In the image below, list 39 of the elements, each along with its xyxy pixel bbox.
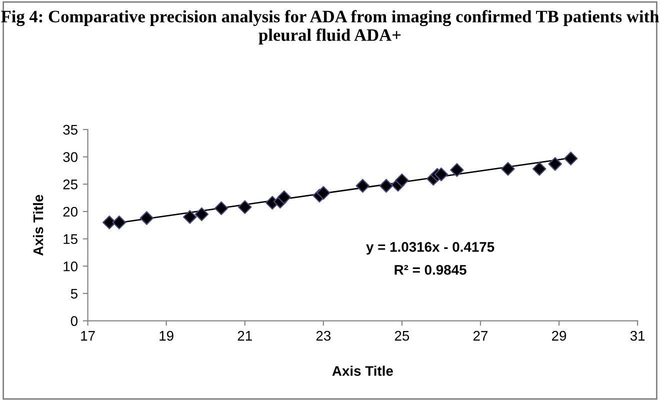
point [532,162,546,176]
point [194,207,209,222]
point [214,201,228,216]
y-tick-label: 10 [64,261,78,272]
chart-title: Fig 4: Comparative precision analysis for ADA from imaging confirmed TB patients with pleural fluid ADA+ [1,10,659,44]
x-tick-label: 21 [238,330,252,341]
x-tick-label: 19 [160,330,174,341]
point [102,216,116,230]
annotation: y = 1.0316x - 0.4175 [366,242,494,255]
x-tick-label: 23 [316,330,331,341]
x-tick-label: 17 [81,331,95,341]
point [564,152,578,166]
y-tick-label: 30 [63,152,78,162]
x-tick-label: 31 [630,330,645,341]
x-axis-title: Axis Title [332,366,393,376]
point [182,210,197,224]
point [395,173,409,188]
point [434,167,448,182]
annotation: R² = 0.9845 [394,264,466,275]
y-tick-label: 25 [63,180,78,190]
point [450,163,464,177]
y-tick-label: 0 [70,316,78,326]
y-axis-title: Axis Title [32,194,44,256]
point [277,190,292,204]
point [356,178,370,193]
point [548,157,562,171]
point [379,178,394,193]
x-tick-label: 29 [552,330,566,341]
y-tick-label: 5 [70,288,78,299]
point [140,211,154,225]
x-tick-label: 27 [473,330,488,341]
point [112,216,126,230]
x-tick-label: 25 [394,330,410,341]
y-tick-label: 35 [63,124,78,135]
point [238,200,252,214]
y-tick-label: 15 [64,234,78,244]
y-tick-label: 20 [63,206,78,217]
point [316,186,330,200]
point [501,162,515,176]
